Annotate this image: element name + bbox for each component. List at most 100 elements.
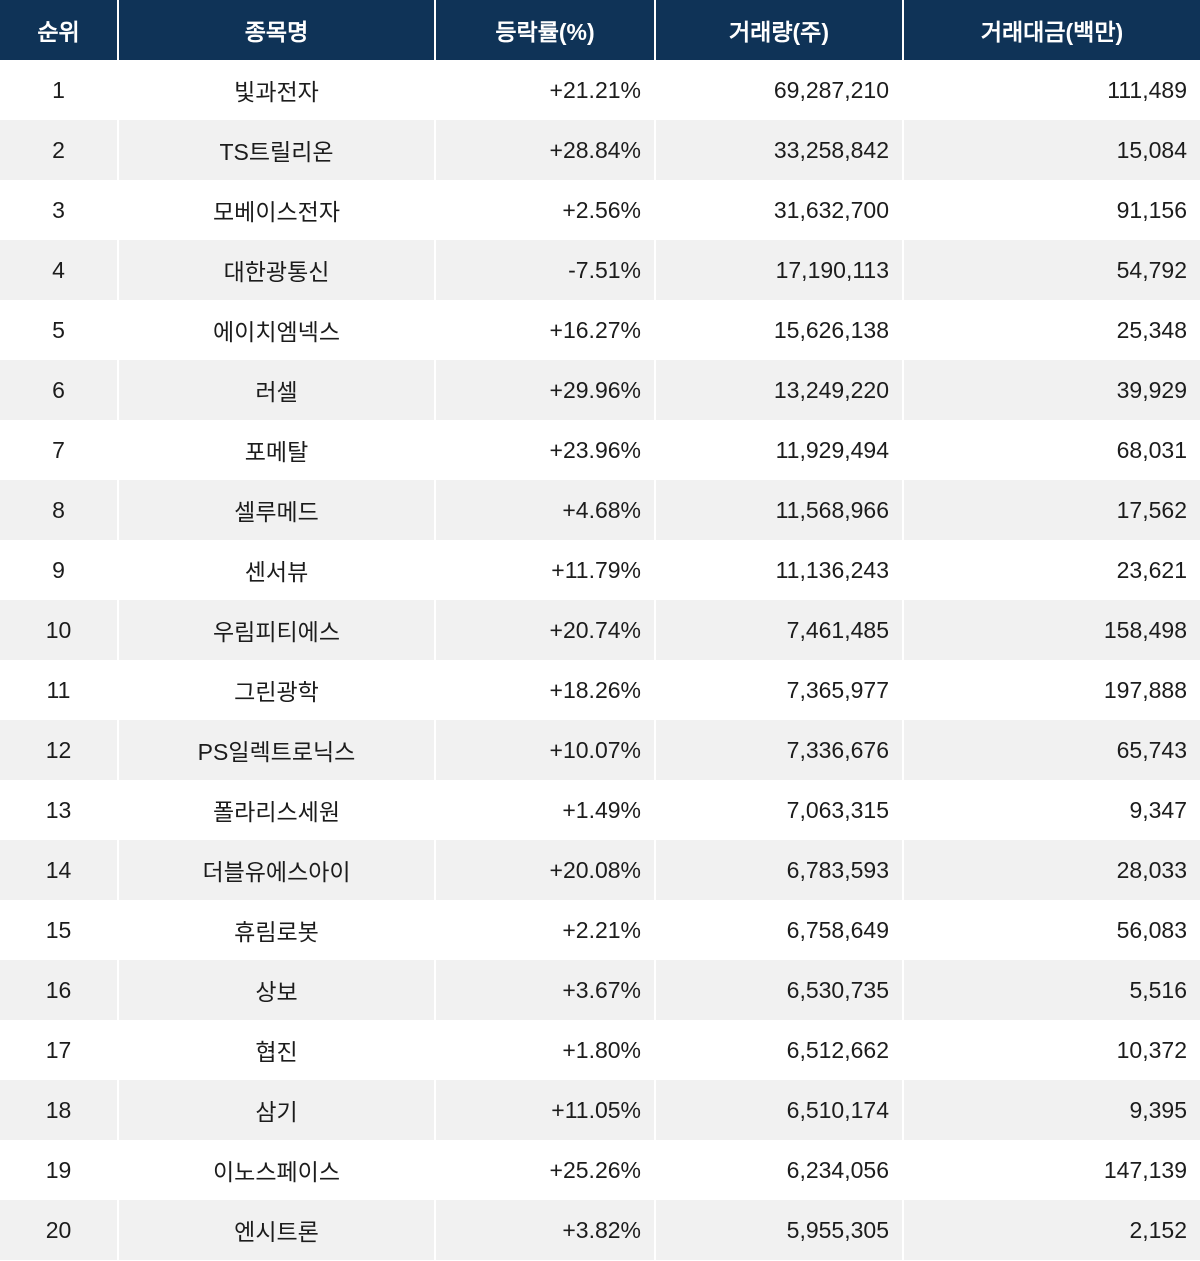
name-cell: 더블유에스아이 (117, 840, 435, 900)
table-row: 8 셀루메드 +4.68% 11,568,966 17,562 (0, 480, 1200, 540)
column-header-value: 거래대금(백만) (902, 0, 1200, 60)
table-row: 3 모베이스전자 +2.56% 31,632,700 91,156 (0, 180, 1200, 240)
change-cell: +25.26% (434, 1140, 655, 1200)
value-cell: 56,083 (902, 900, 1200, 960)
name-cell: 셀루메드 (117, 480, 435, 540)
change-cell: +20.74% (434, 600, 655, 660)
value-cell: 15,084 (902, 120, 1200, 180)
value-cell: 91,156 (902, 180, 1200, 240)
table-row: 11 그린광학 +18.26% 7,365,977 197,888 (0, 660, 1200, 720)
change-cell: +10.07% (434, 720, 655, 780)
rank-cell: 5 (0, 300, 118, 360)
table-row: 18 삼기 +11.05% 6,510,174 9,395 (0, 1080, 1200, 1140)
rank-cell: 10 (0, 600, 118, 660)
change-cell: +3.67% (434, 960, 655, 1020)
table-row: 1 빛과전자 +21.21% 69,287,210 111,489 (0, 60, 1200, 120)
table-row: 5 에이치엠넥스 +16.27% 15,626,138 25,348 (0, 300, 1200, 360)
rank-cell: 14 (0, 840, 118, 900)
name-cell: PS일렉트로닉스 (117, 720, 435, 780)
name-cell: 상보 (117, 960, 435, 1020)
name-cell: 휴림로봇 (117, 900, 435, 960)
column-header-name: 종목명 (117, 0, 435, 60)
table-row: 9 센서뷰 +11.79% 11,136,243 23,621 (0, 540, 1200, 600)
rank-cell: 7 (0, 420, 118, 480)
volume-cell: 6,783,593 (654, 840, 903, 900)
rank-cell: 1 (0, 60, 118, 120)
name-cell: 센서뷰 (117, 540, 435, 600)
volume-cell: 6,234,056 (654, 1140, 903, 1200)
table-row: 4 대한광통신 -7.51% 17,190,113 54,792 (0, 240, 1200, 300)
rank-cell: 20 (0, 1200, 118, 1260)
volume-cell: 7,336,676 (654, 720, 903, 780)
table-row: 13 폴라리스세원 +1.49% 7,063,315 9,347 (0, 780, 1200, 840)
change-cell: +1.80% (434, 1020, 655, 1080)
value-cell: 9,347 (902, 780, 1200, 840)
name-cell: TS트릴리온 (117, 120, 435, 180)
volume-cell: 31,632,700 (654, 180, 903, 240)
table-row: 10 우림피티에스 +20.74% 7,461,485 158,498 (0, 600, 1200, 660)
rank-cell: 16 (0, 960, 118, 1020)
change-cell: +11.05% (434, 1080, 655, 1140)
change-cell: +3.82% (434, 1200, 655, 1260)
rank-cell: 12 (0, 720, 118, 780)
value-cell: 39,929 (902, 360, 1200, 420)
volume-cell: 5,955,305 (654, 1200, 903, 1260)
value-cell: 54,792 (902, 240, 1200, 300)
value-cell: 68,031 (902, 420, 1200, 480)
rank-cell: 2 (0, 120, 118, 180)
change-cell: +20.08% (434, 840, 655, 900)
volume-cell: 11,929,494 (654, 420, 903, 480)
change-cell: +2.21% (434, 900, 655, 960)
value-cell: 111,489 (902, 60, 1200, 120)
value-cell: 147,139 (902, 1140, 1200, 1200)
table-row: 19 이노스페이스 +25.26% 6,234,056 147,139 (0, 1140, 1200, 1200)
table-header: 순위 종목명 등락률(%) 거래량(주) 거래대금(백만) (0, 0, 1200, 60)
volume-cell: 7,365,977 (654, 660, 903, 720)
change-cell: +23.96% (434, 420, 655, 480)
table-row: 7 포메탈 +23.96% 11,929,494 68,031 (0, 420, 1200, 480)
volume-cell: 6,758,649 (654, 900, 903, 960)
table-row: 20 엔시트론 +3.82% 5,955,305 2,152 (0, 1200, 1200, 1260)
column-header-change: 등락률(%) (434, 0, 655, 60)
rank-cell: 3 (0, 180, 118, 240)
change-cell: +16.27% (434, 300, 655, 360)
rank-cell: 15 (0, 900, 118, 960)
value-cell: 23,621 (902, 540, 1200, 600)
name-cell: 우림피티에스 (117, 600, 435, 660)
rank-cell: 9 (0, 540, 118, 600)
value-cell: 158,498 (902, 600, 1200, 660)
rank-cell: 11 (0, 660, 118, 720)
value-cell: 65,743 (902, 720, 1200, 780)
value-cell: 9,395 (902, 1080, 1200, 1140)
change-cell: +21.21% (434, 60, 655, 120)
volume-cell: 6,510,174 (654, 1080, 903, 1140)
volume-cell: 69,287,210 (654, 60, 903, 120)
table-row: 15 휴림로봇 +2.21% 6,758,649 56,083 (0, 900, 1200, 960)
volume-cell: 6,512,662 (654, 1020, 903, 1080)
table-row: 16 상보 +3.67% 6,530,735 5,516 (0, 960, 1200, 1020)
rank-cell: 17 (0, 1020, 118, 1080)
table-body: 1 빛과전자 +21.21% 69,287,210 111,489 2 TS트릴리온 +28.… (0, 60, 1200, 1260)
volume-cell: 33,258,842 (654, 120, 903, 180)
name-cell: 포메탈 (117, 420, 435, 480)
table-row: 14 더블유에스아이 +20.08% 6,783,593 28,033 (0, 840, 1200, 900)
rank-cell: 13 (0, 780, 118, 840)
name-cell: 러셀 (117, 360, 435, 420)
change-cell: +4.68% (434, 480, 655, 540)
volume-cell: 7,063,315 (654, 780, 903, 840)
rank-cell: 4 (0, 240, 118, 300)
value-cell: 5,516 (902, 960, 1200, 1020)
name-cell: 협진 (117, 1020, 435, 1080)
column-header-rank: 순위 (0, 0, 118, 60)
change-cell: +11.79% (434, 540, 655, 600)
value-cell: 25,348 (902, 300, 1200, 360)
change-cell: +2.56% (434, 180, 655, 240)
name-cell: 에이치엠넥스 (117, 300, 435, 360)
volume-cell: 15,626,138 (654, 300, 903, 360)
value-cell: 10,372 (902, 1020, 1200, 1080)
rank-cell: 8 (0, 480, 118, 540)
value-cell: 197,888 (902, 660, 1200, 720)
name-cell: 폴라리스세원 (117, 780, 435, 840)
volume-cell: 17,190,113 (654, 240, 903, 300)
